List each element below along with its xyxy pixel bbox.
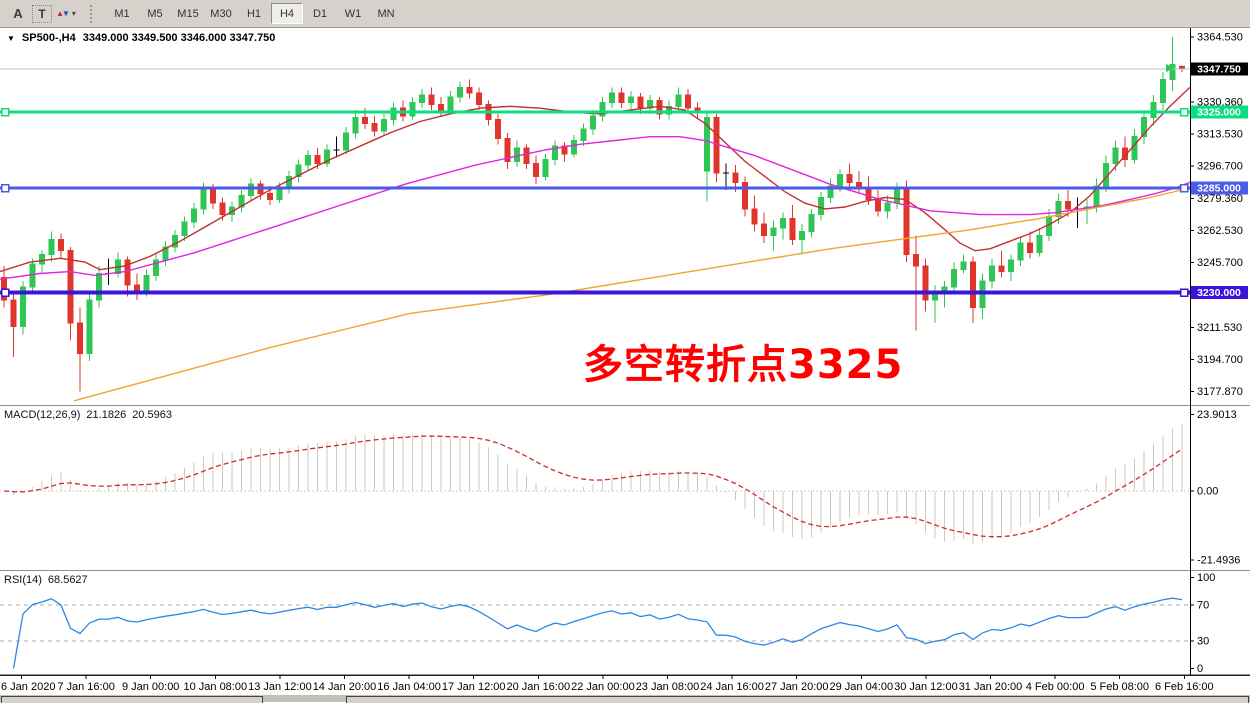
tf-button-m5[interactable]: M5 <box>147 7 163 20</box>
price-tag-3230.000: 3230.000 <box>1191 286 1248 299</box>
time-tick-label: 13 Jan 12:00 <box>248 681 312 693</box>
macd-signal-line <box>3 435 1183 538</box>
macd-tick-label: -21.4936 <box>1197 554 1240 566</box>
svg-text:3285.000: 3285.000 <box>1197 183 1241 195</box>
time-tick-label: 6 Feb 16:00 <box>1155 681 1214 693</box>
last-price-arrow-icon <box>1166 64 1174 72</box>
ma-slow-orange <box>73 187 1191 402</box>
price-tick-label: 3279.360 <box>1197 193 1243 205</box>
macd-tick-label: 0.00 <box>1197 486 1218 498</box>
toolbar-icon-group: A T ▲ ▼ ▾ <box>6 3 80 25</box>
toolbar-grip[interactable] <box>90 4 98 23</box>
tf-button-m30[interactable]: M30 <box>210 7 232 20</box>
price-tag-3347.750: 3347.750 <box>1191 62 1248 76</box>
time-tick-label: 20 Jan 16:00 <box>506 681 570 693</box>
candles <box>1 36 1185 392</box>
toolbar: A T ▲ ▼ ▾ M1 M5 M15 M30 H1 H4 D1 W1 MN <box>0 0 1250 28</box>
time-tick-label: 16 Jan 04:00 <box>377 681 441 693</box>
trend-arrows-tool-icon[interactable]: ▲ ▼ ▾ <box>56 9 76 18</box>
macd-axis[interactable]: 23.9013 0.00 -21.4936 <box>1190 409 1240 566</box>
time-tick-label: 9 Jan 00:00 <box>122 681 180 693</box>
time-tick-label: 22 Jan 00:00 <box>571 681 635 693</box>
time-tick-label: 23 Jan 08:00 <box>636 681 700 693</box>
price-tick-label: 3177.870 <box>1197 386 1243 398</box>
rsi-tick-label: 30 <box>1197 636 1209 648</box>
rsi-tick-label: 0 <box>1197 663 1203 675</box>
macd-histogram <box>13 423 1183 544</box>
hline-3230[interactable] <box>0 288 1190 297</box>
rsi-tick-label: 100 <box>1197 572 1215 584</box>
time-tick-label: 7 Jan 16:00 <box>57 681 115 693</box>
text-label-tool-icon[interactable]: T <box>32 4 52 23</box>
ma-mid-magenta <box>0 136 1191 280</box>
ma-fast-red <box>0 86 1191 273</box>
chart-title: ▼ SP500-,H4 3349.000 3349.500 3346.000 3… <box>7 32 275 44</box>
price-axis[interactable]: 3364.530 3330.360 3313.530 3296.700 3279.360… <box>1190 31 1243 398</box>
svg-text:3325.000: 3325.000 <box>1197 107 1241 119</box>
svg-text:3230.000: 3230.000 <box>1197 287 1241 299</box>
chart-menu-icon[interactable]: ▼ <box>7 34 15 43</box>
cursor-tool-icon[interactable]: A <box>13 6 23 21</box>
time-tick-label: 10 Jan 08:00 <box>183 681 247 693</box>
tf-button-d1[interactable]: D1 <box>312 7 328 20</box>
tf-button-m15[interactable]: M15 <box>177 7 199 20</box>
time-tick-label: 30 Jan 12:00 <box>894 681 958 693</box>
macd-tick-label: 23.9013 <box>1197 409 1237 421</box>
rsi-header: RSI(14) 68.5627 <box>4 574 88 586</box>
time-tick-label: 31 Jan 20:00 <box>959 681 1023 693</box>
time-tick-label: 24 Jan 16:00 <box>700 681 764 693</box>
rsi-title: RSI(14) <box>4 574 42 586</box>
macd-value-signal: 20.5963 <box>132 409 172 421</box>
quote-ohlc-label: 3349.000 3349.500 3346.000 3347.750 <box>82 32 276 44</box>
macd-value-main: 21.1826 <box>86 409 127 421</box>
time-tick-label: 27 Jan 20:00 <box>765 681 829 693</box>
price-tick-label: 3296.700 <box>1197 160 1243 172</box>
rsi-line <box>12 597 1183 669</box>
tf-button-h1[interactable]: H1 <box>246 7 262 20</box>
rsi-axis[interactable]: 100 70 30 0 <box>1190 572 1215 675</box>
time-tick-label: 6 Jan 2020 <box>1 681 55 693</box>
timeframe-button-group: M1 M5 M15 M30 H1 H4 D1 W1 MN <box>106 3 403 24</box>
macd-header: MACD(12,26,9) 21.1826 20.5963 <box>4 409 172 421</box>
tf-button-h4[interactable]: H4 <box>271 3 303 24</box>
window-tab-1[interactable] <box>1 696 263 703</box>
price-tag-3325.000: 3325.000 <box>1191 105 1248 119</box>
price-tick-label: 3330.360 <box>1197 96 1243 108</box>
time-tick-label: 14 Jan 20:00 <box>313 681 377 693</box>
price-tag-3285.000: 3285.000 <box>1191 181 1248 195</box>
time-tick-label: 17 Jan 12:00 <box>442 681 506 693</box>
time-tick-label: 29 Jan 04:00 <box>829 681 893 693</box>
hline-3325[interactable] <box>0 107 1190 117</box>
tf-button-m1[interactable]: M1 <box>114 7 130 20</box>
price-tick-label: 3211.530 <box>1197 322 1242 334</box>
window-tab-2[interactable] <box>346 696 1249 703</box>
price-tick-label: 3364.530 <box>1197 31 1243 43</box>
price-tick-label: 3262.530 <box>1197 225 1243 237</box>
annotation-text: 多空转折点3325 <box>583 342 904 388</box>
macd-title: MACD(12,26,9) <box>4 409 81 421</box>
panel-separators[interactable] <box>0 28 1250 676</box>
time-tick-label: 4 Feb 00:00 <box>1026 681 1085 693</box>
hline-3285[interactable] <box>0 183 1190 193</box>
price-tick-label: 3194.700 <box>1197 354 1243 366</box>
svg-text:3347.750: 3347.750 <box>1197 63 1241 75</box>
tf-button-w1[interactable]: W1 <box>344 7 362 20</box>
time-tick-label: 5 Feb 08:00 <box>1090 681 1149 693</box>
price-tick-label: 3313.530 <box>1197 128 1243 140</box>
rsi-tick-label: 70 <box>1197 599 1209 611</box>
price-tick-label: 3245.700 <box>1197 257 1243 269</box>
bottom-tab-strip <box>0 695 1250 703</box>
tf-button-mn[interactable]: MN <box>377 7 395 20</box>
time-axis[interactable]: 6 Jan 2020 7 Jan 16:00 9 Jan 00:00 10 Jan 0… <box>1 675 1214 693</box>
rsi-value: 68.5627 <box>47 574 88 586</box>
symbol-period-label: SP500-,H4 <box>21 32 76 44</box>
